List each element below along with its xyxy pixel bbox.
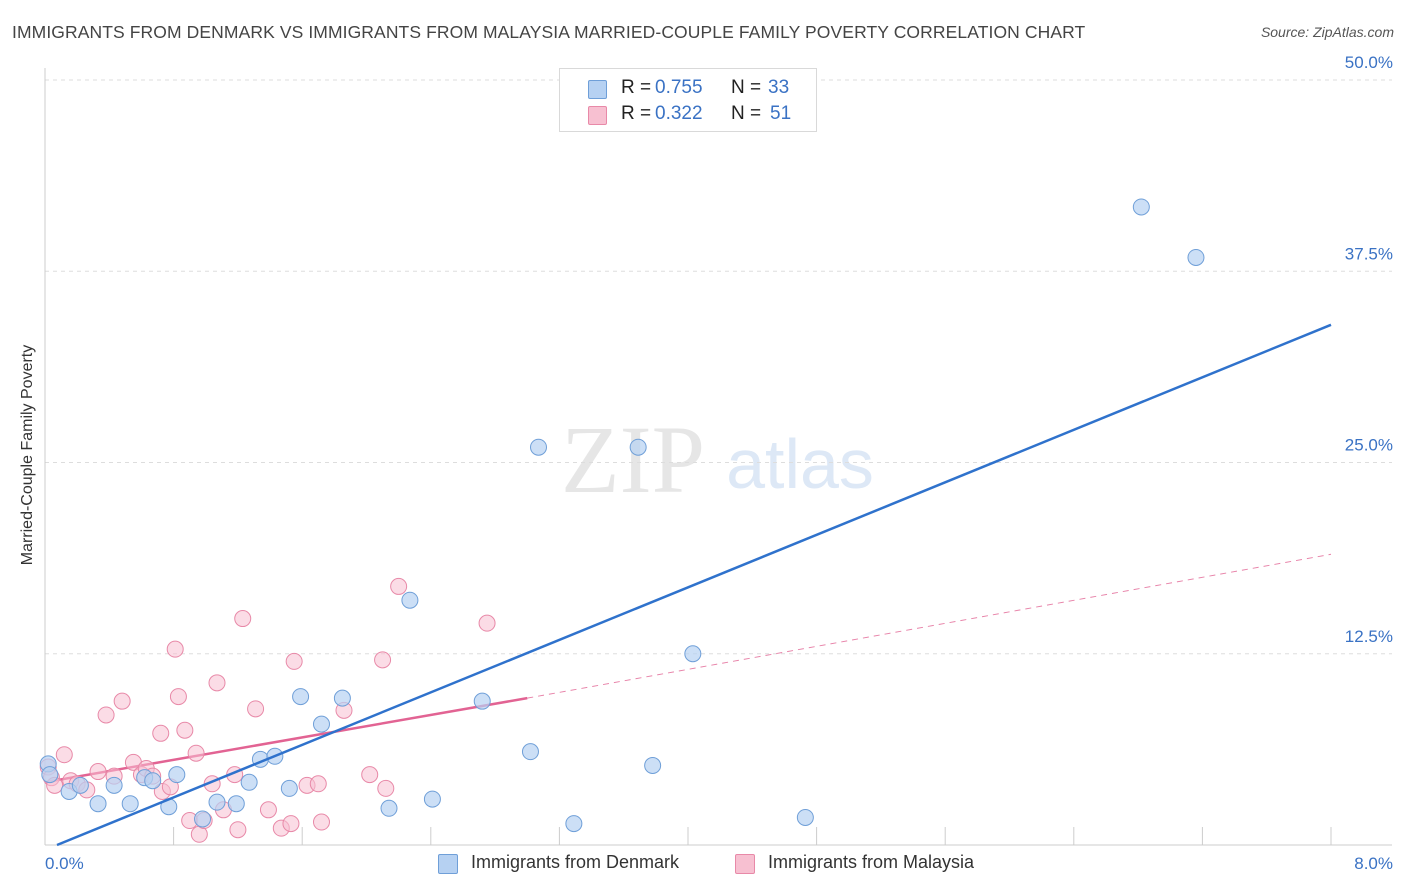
malaysia-point [309, 775, 327, 793]
denmark-point [227, 795, 245, 813]
axes [44, 68, 1392, 846]
denmark-point [71, 776, 89, 794]
malaysia-point [166, 640, 184, 658]
denmark-point [401, 591, 419, 609]
denmark-point [796, 808, 814, 826]
legend-r-value: 0.755 [655, 77, 703, 98]
malaysia-point [55, 746, 73, 764]
malaysia-trend [44, 553, 1332, 784]
legend-n-label: N = [731, 77, 762, 98]
legend-n-value: 33 [768, 77, 790, 98]
legend: R = 0.755 N = 33 R = 0.322 N = 51 [559, 68, 817, 132]
denmark-point [565, 815, 583, 833]
denmark-point [629, 438, 647, 456]
malaysia-point [259, 801, 277, 819]
malaysia-point [374, 651, 392, 669]
malaysia-point [285, 652, 303, 670]
y-tick-label: 25.0% [1345, 436, 1393, 455]
denmark-point [105, 776, 123, 794]
denmark-point [684, 645, 702, 663]
malaysia-point [229, 821, 247, 839]
denmark-point [333, 689, 351, 707]
denmark-trend-line [56, 323, 1332, 847]
malaysia-point [234, 610, 252, 628]
malaysia-trend-extension [527, 553, 1332, 699]
malaysia-trend-line [44, 696, 528, 784]
denmark-point [380, 799, 398, 817]
denmark-points [39, 198, 1205, 833]
legend-n-value: 51 [770, 103, 792, 124]
x-tick-label: 8.0% [1354, 854, 1393, 873]
legend-r-label: R = [621, 77, 652, 98]
denmark-point [89, 795, 107, 813]
denmark-point [1132, 198, 1150, 216]
denmark-point [521, 743, 539, 761]
malaysia-point [169, 688, 187, 706]
x-tick-label: 0.0% [45, 854, 84, 873]
denmark-point [644, 756, 662, 774]
watermark-zip: ZIP [561, 406, 705, 513]
source-attribution: Source: ZipAtlas.com [1260, 24, 1394, 40]
malaysia-point [187, 744, 205, 762]
denmark-point [208, 793, 226, 811]
grid-lines [45, 79, 1392, 655]
malaysia-point [247, 700, 265, 718]
legend-swatch-malaysia [588, 106, 607, 125]
bottom-legend-swatch-malaysia [735, 854, 755, 874]
bottom-legend-swatch-denmark [438, 854, 458, 874]
y-tick-label: 50.0% [1345, 53, 1393, 72]
legend-r-label: R = [621, 103, 652, 124]
denmark-point [312, 715, 330, 733]
chart-title: IMMIGRANTS FROM DENMARK VS IMMIGRANTS FR… [12, 22, 1086, 42]
malaysia-point [282, 815, 300, 833]
denmark-trend [56, 323, 1332, 847]
denmark-point [1187, 248, 1205, 266]
malaysia-point [97, 706, 115, 724]
denmark-point [41, 766, 59, 784]
malaysia-point [208, 674, 226, 692]
legend-swatch-denmark [588, 80, 607, 99]
denmark-point [423, 790, 441, 808]
malaysia-point [176, 721, 194, 739]
malaysia-point [377, 779, 395, 797]
malaysia-point [152, 724, 170, 742]
denmark-point [530, 438, 548, 456]
tick-labels: 12.5% 25.0% 37.5% 50.0% 0.0% 8.0% [45, 53, 1393, 873]
y-tick-label: 37.5% [1345, 244, 1393, 263]
y-tick-label: 12.5% [1345, 627, 1393, 646]
denmark-point [280, 779, 298, 797]
denmark-point [121, 795, 139, 813]
denmark-point [292, 688, 310, 706]
malaysia-point [390, 577, 408, 595]
malaysia-point [89, 763, 107, 781]
legend-n-label: N = [731, 103, 762, 124]
malaysia-point [478, 614, 496, 632]
denmark-point [168, 766, 186, 784]
denmark-point [144, 772, 162, 790]
bottom-legend-label-malaysia: Immigrants from Malaysia [768, 852, 975, 872]
malaysia-point [361, 766, 379, 784]
bottom-legend-label-denmark: Immigrants from Denmark [471, 852, 680, 872]
denmark-point [240, 773, 258, 791]
legend-r-value: 0.322 [655, 103, 703, 124]
watermark-atlas: atlas [726, 425, 874, 503]
denmark-point [473, 692, 491, 710]
malaysia-point [113, 692, 131, 710]
denmark-point [194, 810, 212, 828]
malaysia-point [312, 813, 330, 831]
